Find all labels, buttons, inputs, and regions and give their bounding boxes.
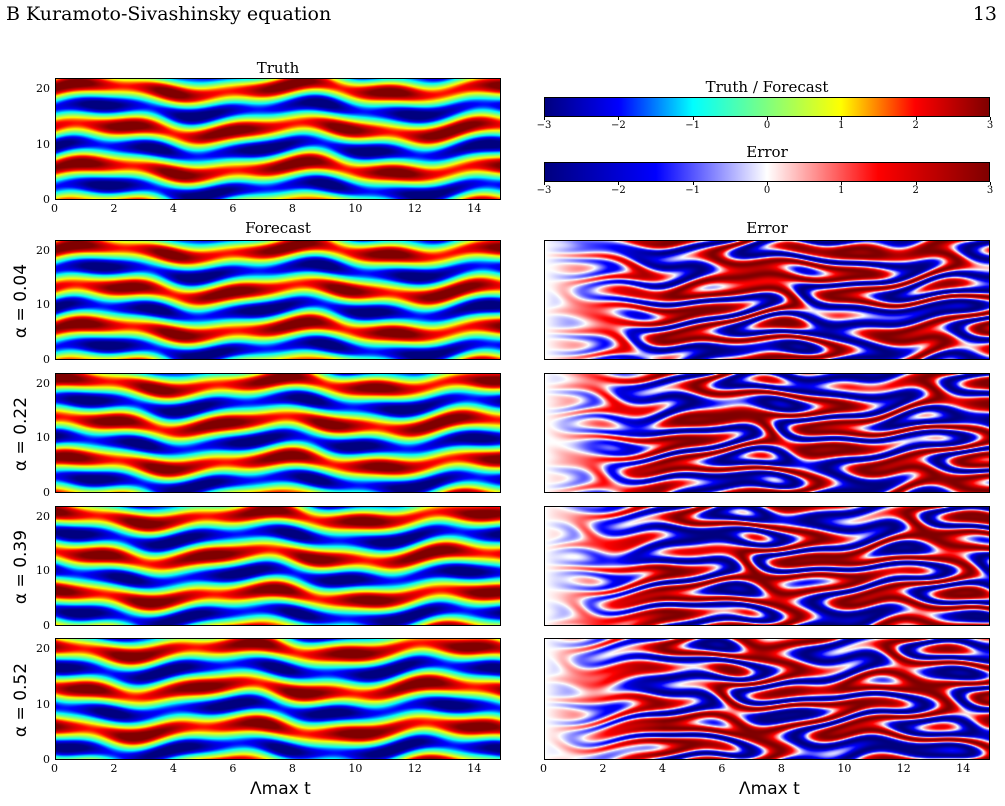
y-tick-label: 10 — [36, 431, 50, 445]
y-tick-label: 0 — [43, 486, 50, 499]
y-tick-label: 20 — [36, 82, 50, 96]
y-tick-label: 20 — [36, 642, 50, 656]
colorbar-tick-mark — [544, 117, 545, 120]
colorbar-tick-mark — [692, 182, 694, 185]
colorbar-tick-label: −1 — [685, 120, 701, 131]
x-tick-label: 14 — [467, 762, 482, 775]
colorbar-tick-label: −2 — [610, 120, 626, 131]
x-tick-label: 10 — [837, 762, 852, 775]
cbar-truth-title: Truth / Forecast — [705, 78, 829, 96]
heatmap-canvas — [56, 374, 500, 492]
heatmap-canvas — [56, 507, 500, 625]
colorbar-tick-label: 2 — [912, 185, 919, 196]
error-heatmap-alpha-0.04 — [544, 240, 990, 360]
y-tick-label: 10 — [36, 697, 50, 711]
y-tick-label: 20 — [36, 509, 50, 523]
y-tick-label: 20 — [36, 376, 50, 390]
x-tick-label: 8 — [777, 762, 785, 775]
x-tick-label: 14 — [467, 202, 482, 215]
x-tick-label: 8 — [288, 202, 296, 215]
y-tick-label: 0 — [43, 353, 50, 366]
x-tick-label: 14 — [956, 762, 971, 775]
error-heatmap-alpha-0.22 — [544, 373, 990, 493]
colorbar-tick-label: 3 — [986, 185, 994, 196]
x-tick-label: 12 — [407, 202, 422, 215]
colorbar-tick-label: −1 — [685, 185, 701, 196]
heatmap-canvas — [545, 507, 989, 625]
forecast-heatmap-alpha-0.04 — [55, 240, 501, 360]
x-tick-label: 8 — [288, 762, 296, 775]
error-title: Error — [746, 219, 788, 237]
heatmap-canvas — [56, 79, 500, 199]
truth-forecast-colorbar — [544, 97, 990, 117]
x-tick-label: 12 — [407, 762, 422, 775]
colorbar-tick-label: 0 — [763, 120, 771, 131]
x-axis-label-right: Λmax t — [739, 779, 800, 799]
x-tick-label: 2 — [110, 202, 118, 215]
colorbar-tick-label: 3 — [986, 120, 994, 131]
colorbar-tick-label: −3 — [536, 185, 552, 196]
colorbar-tick-label: 1 — [838, 185, 845, 196]
x-tick-label: 0 — [51, 762, 58, 775]
forecast-heatmap-alpha-0.39 — [55, 506, 501, 626]
y-tick-label: 10 — [36, 564, 50, 578]
colorbar-tick-mark — [990, 117, 991, 120]
error-heatmap-alpha-0.39 — [544, 506, 990, 626]
heatmap-canvas — [56, 639, 500, 759]
x-tick-label: 0 — [540, 762, 547, 775]
cbar-error-title: Error — [746, 143, 788, 161]
truth-heatmap — [55, 78, 501, 200]
colorbar-tick-label: 0 — [763, 185, 771, 196]
section-header: B Kuramoto-Sivashinsky equation — [6, 3, 332, 25]
heatmap-canvas — [545, 374, 989, 492]
y-tick-label: 0 — [43, 619, 50, 632]
page-number: 13 — [972, 3, 997, 25]
x-axis-label-left: Λmax t — [250, 779, 311, 799]
forecast-heatmap-alpha-0.52 — [55, 638, 501, 760]
y-tick-label: 20 — [36, 243, 50, 257]
colorbar-tick-mark — [915, 117, 917, 120]
error-colorbar — [544, 162, 990, 182]
x-tick-label: 10 — [348, 202, 363, 215]
colorbar-tick-mark — [544, 182, 545, 185]
truth-title: Truth — [256, 59, 300, 77]
x-tick-label: 12 — [896, 762, 911, 775]
y-tick-label: 10 — [36, 137, 50, 151]
colorbar-tick-label: −3 — [536, 120, 552, 131]
y-tick-label: 0 — [43, 193, 50, 206]
heatmap-canvas — [56, 241, 500, 359]
colorbar-tick-mark — [841, 182, 843, 185]
x-tick-label: 10 — [348, 762, 363, 775]
colorbar-tick-mark — [990, 182, 991, 185]
x-tick-label: 0 — [51, 202, 58, 215]
colorbar-tick-mark — [618, 117, 620, 120]
colorbar-tick-mark — [841, 117, 843, 120]
forecast-heatmap-alpha-0.22 — [55, 373, 501, 493]
x-tick-label: 4 — [658, 762, 666, 775]
colorbar-tick-mark — [692, 117, 694, 120]
colorbar-tick-mark — [767, 182, 768, 185]
x-tick-label: 2 — [110, 762, 118, 775]
x-tick-label: 2 — [599, 762, 607, 775]
error-heatmap-alpha-0.52 — [544, 638, 990, 760]
x-tick-label: 6 — [229, 202, 237, 215]
colorbar-tick-label: 2 — [912, 120, 919, 131]
heatmap-canvas — [545, 639, 989, 759]
x-tick-label: 6 — [229, 762, 237, 775]
colorbar-tick-mark — [915, 182, 917, 185]
forecast-title: Forecast — [245, 219, 311, 237]
y-tick-label: 0 — [43, 753, 50, 766]
colorbar-tick-mark — [767, 117, 768, 120]
colorbar-tick-label: −2 — [610, 185, 626, 196]
heatmap-canvas — [545, 241, 989, 359]
x-tick-label: 6 — [718, 762, 726, 775]
colorbar-tick-label: 1 — [838, 120, 845, 131]
x-tick-label: 4 — [169, 202, 177, 215]
y-tick-label: 10 — [36, 298, 50, 312]
colorbar-tick-mark — [618, 182, 620, 185]
x-tick-label: 4 — [169, 762, 177, 775]
